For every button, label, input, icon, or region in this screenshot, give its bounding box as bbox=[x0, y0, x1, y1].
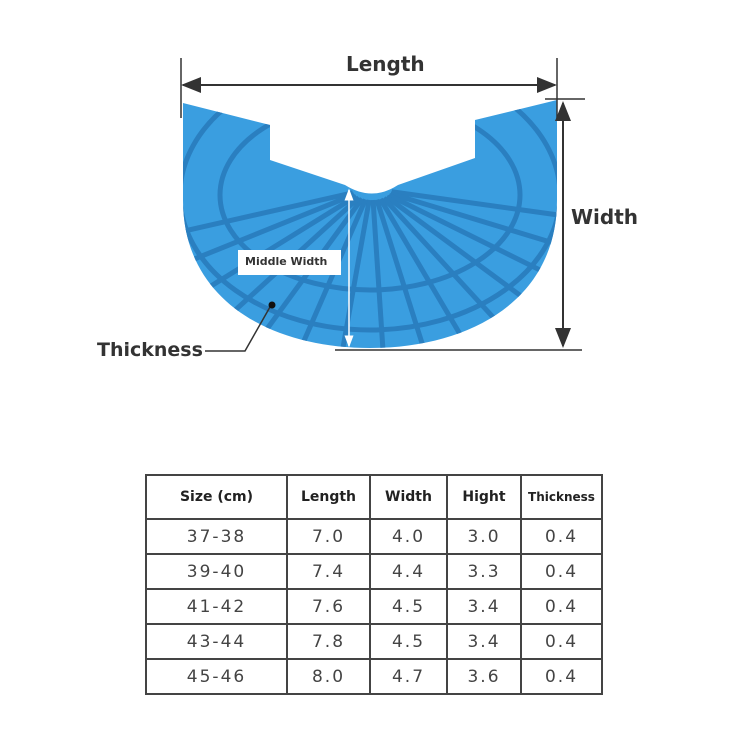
table-cell: 3.3 bbox=[446, 553, 522, 590]
header-size: Size (cm) bbox=[145, 474, 288, 520]
table-cell: 7.8 bbox=[286, 623, 371, 660]
middle-width-label: Middle Width bbox=[245, 255, 328, 268]
table-cell: 3.4 bbox=[446, 623, 522, 660]
groove-line bbox=[183, 190, 354, 248]
table-cell: 7.4 bbox=[286, 553, 371, 590]
groove-line bbox=[391, 189, 557, 228]
groove-line bbox=[374, 198, 438, 348]
table-cell: 0.4 bbox=[520, 588, 603, 625]
groove-line bbox=[333, 199, 372, 348]
heel-protector-shape bbox=[183, 100, 557, 348]
table-cell: 41-42 bbox=[145, 588, 288, 625]
table-cell: 4.5 bbox=[369, 588, 448, 625]
header-thickness: Thickness bbox=[520, 474, 603, 520]
table-cell: 45-46 bbox=[145, 658, 288, 695]
table-header-row: Size (cm) Length Width Hight Thickness bbox=[145, 474, 603, 520]
table-cell: 7.6 bbox=[286, 588, 371, 625]
table-cell: 4.5 bbox=[369, 623, 448, 660]
table-cell: 37-38 bbox=[145, 518, 288, 555]
header-hight: Hight bbox=[446, 474, 522, 520]
table-cell: 7.0 bbox=[286, 518, 371, 555]
groove-line bbox=[389, 191, 557, 265]
table-cell: 4.0 bbox=[369, 518, 448, 555]
header-length: Length bbox=[286, 474, 371, 520]
table-cell: 4.7 bbox=[369, 658, 448, 695]
table-cell: 8.0 bbox=[286, 658, 371, 695]
middle-width-label-box bbox=[238, 250, 341, 275]
groove-line bbox=[387, 193, 557, 299]
table-row: 43-44 7.8 4.5 3.4 0.4 bbox=[145, 623, 603, 660]
table-cell: 0.4 bbox=[520, 518, 603, 555]
header-width: Width bbox=[369, 474, 448, 520]
width-label: Width bbox=[571, 205, 639, 229]
table-cell: 3.6 bbox=[446, 658, 522, 695]
groove-arc bbox=[217, 100, 523, 293]
table-cell: 4.4 bbox=[369, 553, 448, 590]
thickness-label: Thickness bbox=[97, 339, 203, 361]
table-cell: 0.4 bbox=[520, 658, 603, 695]
table-cell: 3.4 bbox=[446, 588, 522, 625]
table-cell: 39-40 bbox=[145, 553, 288, 590]
groove-arc bbox=[183, 100, 557, 333]
product-diagram bbox=[180, 58, 585, 352]
table-row: 39-40 7.4 4.4 3.3 0.4 bbox=[145, 553, 603, 590]
table-row: 41-42 7.6 4.5 3.4 0.4 bbox=[145, 588, 603, 625]
table-cell: 0.4 bbox=[520, 553, 603, 590]
table-cell: 43-44 bbox=[145, 623, 288, 660]
table-cell: 3.0 bbox=[446, 518, 522, 555]
length-label: Length bbox=[346, 52, 425, 76]
thickness-leader bbox=[205, 306, 271, 352]
table-row: 37-38 7.0 4.0 3.0 0.4 bbox=[145, 518, 603, 555]
groove-line bbox=[183, 192, 356, 284]
thickness-dot bbox=[268, 301, 276, 309]
groove-line bbox=[370, 199, 389, 348]
size-table: Size (cm) Length Width Hight Thickness 3… bbox=[145, 474, 603, 695]
table-cell: 0.4 bbox=[520, 623, 603, 660]
table-row: 45-46 8.0 4.7 3.6 0.4 bbox=[145, 658, 603, 695]
groove-line bbox=[285, 198, 368, 348]
